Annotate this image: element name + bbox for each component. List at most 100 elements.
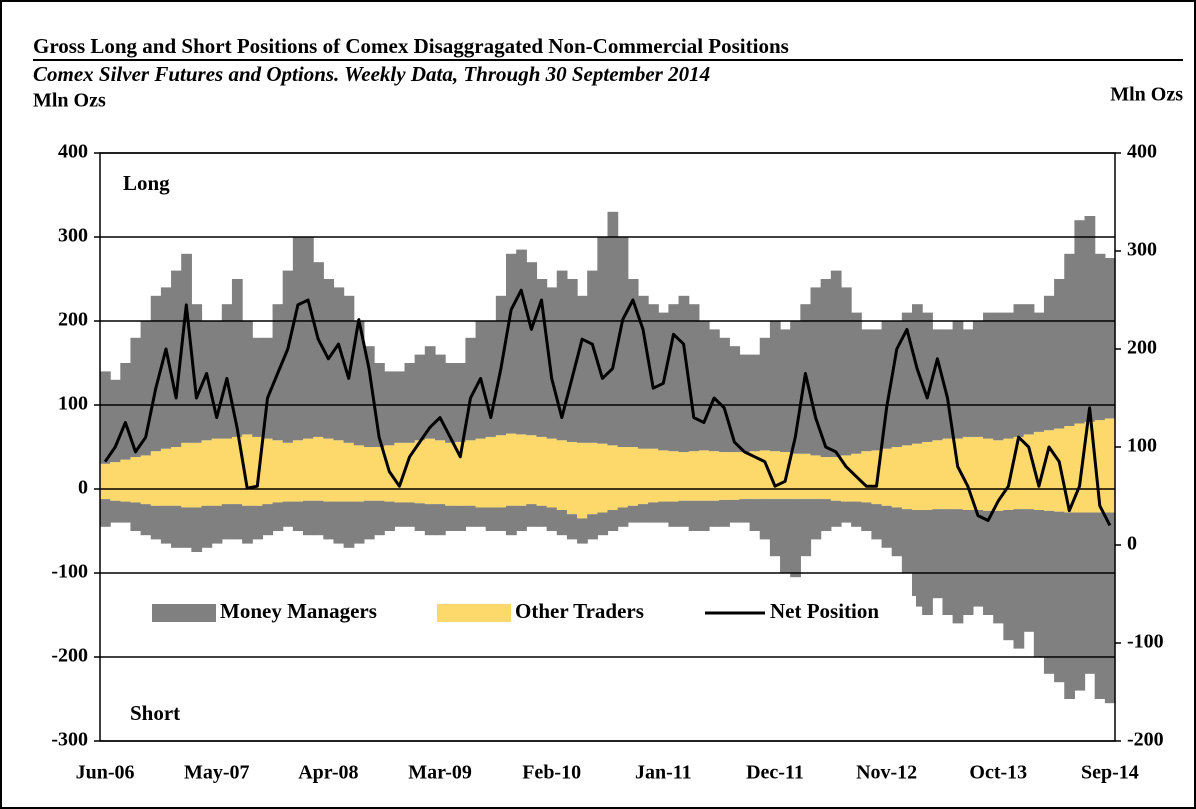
y-tick-label: -100	[51, 561, 88, 583]
y-tick-label: -200	[51, 645, 88, 667]
other-long	[871, 450, 883, 489]
other-long	[221, 438, 233, 489]
mm-short	[313, 500, 324, 536]
y2-axis-label: Mln Ozs	[1110, 84, 1183, 106]
mm-long	[1094, 253, 1106, 421]
mm-short	[922, 510, 933, 615]
net-line	[103, 288, 1112, 527]
other-short	[282, 489, 294, 502]
other-long	[445, 442, 456, 489]
mm-short	[790, 499, 801, 578]
other-long	[394, 442, 406, 489]
other-long	[678, 452, 690, 489]
other-short	[668, 489, 680, 502]
mm-short	[962, 510, 974, 615]
other-short	[566, 489, 578, 515]
mm-short	[1084, 512, 1096, 674]
other-long	[688, 451, 700, 489]
mm-short	[445, 505, 456, 531]
x-tick-label: Dec-11	[746, 762, 804, 784]
other-long	[607, 445, 619, 489]
mm-short	[780, 499, 791, 573]
other-short	[719, 489, 730, 500]
mm-short	[1023, 509, 1035, 632]
mm-long	[962, 329, 974, 437]
mm-short	[688, 500, 700, 531]
mm-long	[536, 279, 548, 437]
other-long	[201, 440, 213, 489]
other-short	[100, 489, 111, 500]
other-long	[272, 440, 284, 489]
other-long	[810, 455, 822, 489]
x-tick-label: Jan-11	[635, 762, 692, 784]
other-long	[1054, 428, 1065, 489]
mm-long	[303, 237, 314, 439]
other-short	[1043, 489, 1055, 511]
other-long	[150, 451, 162, 489]
mm-short	[627, 505, 639, 523]
other-long	[962, 436, 974, 489]
other-long	[972, 436, 984, 489]
mm-short	[577, 518, 588, 544]
mm-long	[678, 295, 690, 453]
other-short	[658, 489, 669, 502]
other-short	[394, 489, 406, 503]
mm-short	[1033, 510, 1045, 657]
other-short	[404, 489, 416, 503]
other-short	[465, 489, 477, 506]
x-tick-label: Jun-06	[76, 762, 135, 784]
other-short	[901, 489, 913, 510]
mm-short	[536, 505, 548, 527]
mm-short	[1064, 512, 1075, 699]
other-short	[384, 489, 395, 502]
mm-long	[719, 337, 730, 453]
mm-long	[790, 321, 801, 454]
plot-frame	[99, 152, 1116, 742]
mm-long	[130, 337, 142, 458]
other-long	[434, 440, 446, 489]
other-short	[678, 489, 690, 501]
other-long	[262, 438, 274, 489]
x-tick-label: Nov-12	[856, 762, 917, 784]
mm-long	[749, 354, 761, 452]
mm-long	[688, 304, 700, 452]
other-long	[140, 455, 152, 489]
other-long	[495, 435, 507, 489]
other-long	[516, 434, 527, 489]
other-short	[820, 489, 832, 500]
mm-long	[993, 312, 1004, 441]
mm-long	[566, 279, 578, 442]
mm-long	[840, 287, 852, 456]
other-short	[303, 489, 314, 501]
other-long	[455, 441, 466, 489]
other-short	[536, 489, 548, 506]
other-short	[272, 489, 284, 503]
mm-short	[424, 504, 436, 536]
mm-long	[424, 346, 436, 439]
other-short	[313, 489, 324, 501]
mm-short	[698, 500, 710, 531]
mm-short	[171, 505, 182, 548]
mm-long	[759, 337, 771, 451]
y2-tick-label: -100	[1127, 631, 1164, 653]
other-short	[912, 489, 923, 510]
mm-long	[404, 363, 416, 443]
y-tick-label: 300	[58, 225, 88, 247]
mm-short	[506, 505, 517, 536]
mm-short	[952, 509, 964, 624]
mm-short	[262, 504, 274, 536]
mm-long	[242, 321, 253, 435]
x-tick-label: May-07	[184, 762, 250, 784]
other-short	[516, 489, 527, 506]
mm-short	[972, 510, 984, 607]
mm-short	[749, 499, 761, 531]
mm-long	[333, 287, 345, 441]
other-long	[303, 438, 314, 489]
mm-short	[363, 500, 375, 540]
other-long	[181, 442, 192, 489]
mm-short	[374, 500, 385, 536]
mm-long	[861, 329, 872, 452]
mm-short	[709, 500, 720, 527]
mm-short	[221, 504, 233, 540]
